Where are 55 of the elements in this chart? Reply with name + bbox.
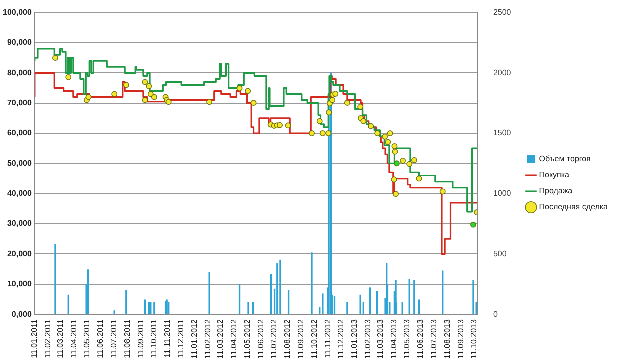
y-tick-label: 100,000 (2, 8, 32, 18)
x-tick-label: 11.06.2011 (96, 319, 106, 358)
y-tick-label: 90,000 (7, 38, 32, 48)
x-tick-label: 11.08.2012 (283, 319, 292, 360)
x-tick-label: 11.05.2012 (242, 319, 252, 360)
y-tick-label: 30,000 (7, 219, 32, 228)
x-tick-label: 11.09.2012 (296, 319, 306, 360)
x-tick-label: 11.03.2011 (56, 319, 65, 358)
x-tick-label: 11.08.2013 (442, 319, 452, 360)
y2-tick-label: 1000 (493, 189, 512, 198)
x-tick-label: 11.03.2013 (376, 319, 385, 360)
x-tick-label: 11.11.2012 (323, 319, 332, 358)
x-tick-label: 11.02.2013 (364, 319, 373, 360)
x-tick-label: 11.10.2011 (150, 319, 159, 358)
y-tick-label: 0,000 (12, 310, 32, 319)
x-tick-label: 11.01.2011 (30, 319, 40, 358)
x-tick-label: 11.02.2012 (203, 319, 212, 360)
x-tick-label: 11.06.2012 (256, 319, 266, 360)
y-tick-label: 10,000 (7, 280, 32, 289)
x-tick-label: 11.12.2012 (336, 319, 346, 360)
legend-label: Объем торгов (539, 154, 591, 164)
x-tick-label: 11.07.2013 (429, 319, 438, 360)
x-tick-label: 11.09.2011 (136, 319, 146, 358)
x-tick-label: 11.04.2012 (230, 319, 239, 360)
x-tick-label: 11.01.2013 (350, 319, 360, 360)
y2-tick-label: 1500 (493, 128, 512, 138)
x-tick-label: 11.04.2011 (70, 319, 79, 358)
y-tick-label: 80,000 (7, 68, 32, 78)
legend-label: Продажа (539, 186, 574, 196)
x-tick-label: 11.12.2011 (176, 319, 186, 358)
x-tick-label: 11.05.2013 (402, 319, 412, 360)
x-tick-label: 11.10.2012 (310, 319, 319, 360)
x-tick-label: 11.06.2013 (416, 319, 426, 360)
x-tick-label: 11.03.2012 (216, 319, 226, 360)
x-tick-label: 11.01.2012 (190, 319, 199, 360)
x-tick-label: 11.05.2011 (82, 319, 92, 358)
x-tick-label: 11.09.2013 (456, 319, 466, 360)
x-tick-label: 11.10.2013 (470, 319, 479, 360)
legend-label: Покупка (539, 170, 570, 180)
x-tick-label: 11.04.2013 (389, 319, 398, 360)
x-tick-label: 11.11.2011 (163, 319, 172, 358)
y2-tick-label: 500 (493, 249, 508, 258)
y2-tick-label: 2000 (493, 68, 512, 78)
y-tick-label: 60,000 (7, 128, 32, 138)
x-tick-label: 11.08.2011 (122, 319, 132, 358)
legend-label: Последняя сделка (539, 202, 609, 212)
y-tick-label: 40,000 (7, 189, 32, 198)
x-tick-label: 11.02.2011 (44, 319, 53, 358)
y-tick-label: 20,000 (7, 249, 32, 258)
x-tick-label: 11.07.2011 (109, 319, 118, 358)
y-tick-label: 50,000 (7, 158, 32, 168)
y2-tick-label: 2500 (493, 8, 512, 18)
y-tick-label: 70,000 (7, 98, 32, 108)
x-tick-label: 11.07.2012 (270, 319, 279, 360)
y2-tick-label: 0 (493, 310, 498, 319)
